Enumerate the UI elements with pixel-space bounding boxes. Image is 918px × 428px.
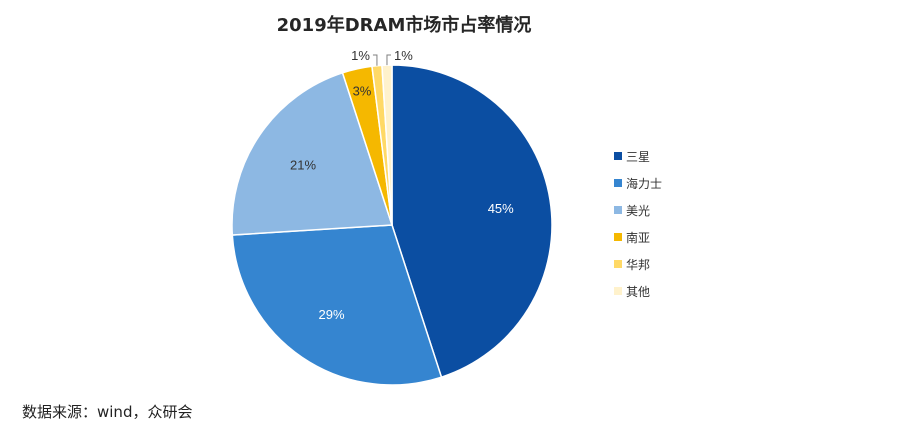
pie-slice-1: [391, 64, 553, 379]
slice-label-6: 1%: [394, 48, 413, 63]
legend-label-4: 南亚: [626, 230, 650, 245]
legend-label-2: 海力士: [626, 176, 662, 191]
legend-swatch-6: [614, 287, 622, 295]
chart-title: 2019年DRAM市场市占率情况: [277, 14, 532, 36]
legend-label-5: 华邦: [626, 258, 650, 272]
pie-slice-3: [231, 71, 394, 236]
legend-label-1: 三星: [626, 150, 650, 164]
legend-swatch-2: [614, 179, 622, 187]
leader-line-5: [372, 54, 378, 66]
legend-swatch-4: [614, 233, 622, 241]
legend-label-3: 美光: [626, 204, 650, 218]
slice-label-1: 45%: [488, 201, 514, 216]
leader-line-6: [386, 54, 391, 66]
slice-label-4: 3%: [353, 84, 372, 99]
pie-slice-2: [231, 224, 443, 386]
slice-label-2: 29%: [319, 307, 345, 322]
slice-labels: 45% 29% 21% 3% 1% 1%: [290, 48, 514, 322]
pie-slices: [231, 64, 553, 386]
source-note: 数据来源：wind，众研会: [22, 403, 193, 421]
legend-label-6: 其他: [626, 285, 650, 299]
legend-swatch-1: [614, 152, 622, 160]
slice-label-5: 1%: [351, 48, 370, 63]
legend-swatch-3: [614, 206, 622, 214]
legend-swatch-5: [614, 260, 622, 268]
slice-label-3: 21%: [290, 158, 316, 173]
